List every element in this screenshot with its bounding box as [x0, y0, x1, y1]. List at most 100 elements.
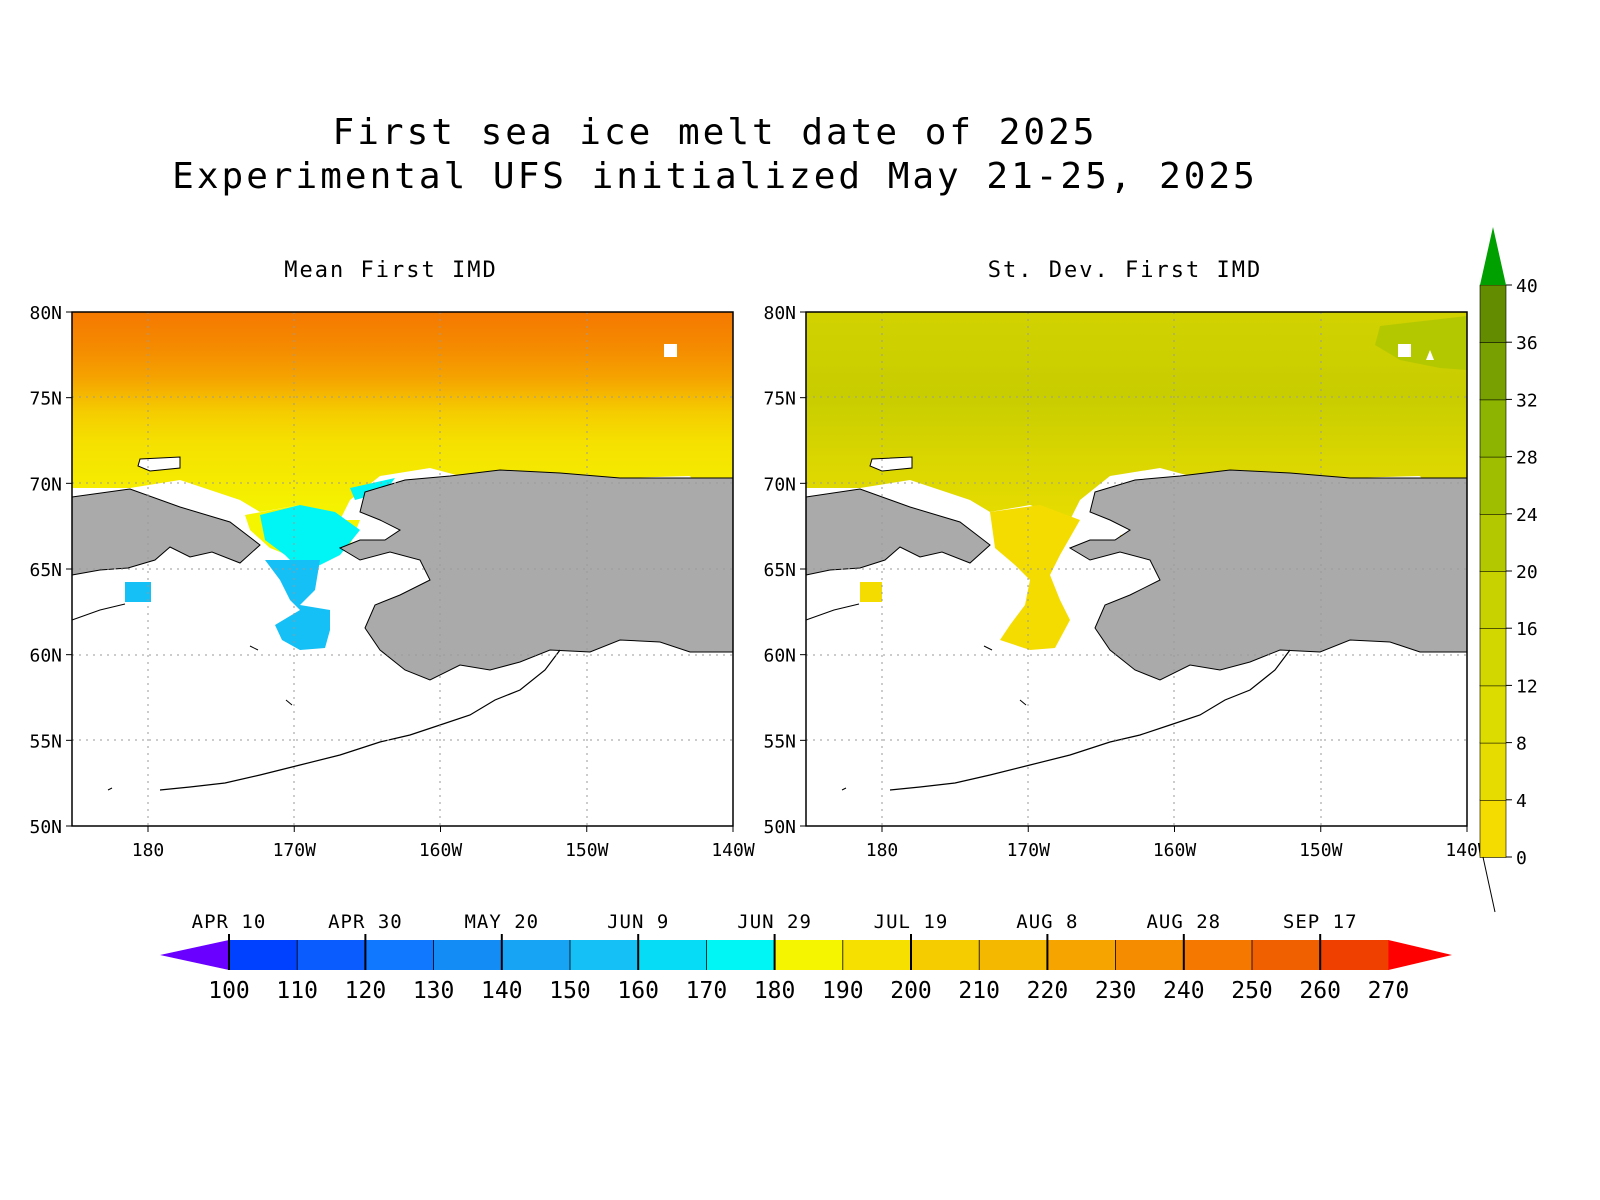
colorbar-value-label: 170: [686, 978, 728, 1004]
colorbar-date-label: APR 30: [328, 911, 403, 933]
lat-tick-label: 50N: [763, 817, 796, 838]
lat-tick-label: 60N: [29, 646, 62, 667]
colorbar-segment: [297, 940, 366, 970]
stdev-colorbar-label: 32: [1516, 390, 1538, 411]
mean-lat-axis: 80N 75N 70N 65N 60N 55N 50N: [29, 303, 72, 838]
colorbar-value-label: 100: [208, 978, 250, 1004]
colorbar-segment: [501, 940, 571, 970]
lon-tick-label: 150W: [1299, 840, 1343, 861]
mean-land: [71, 456, 734, 791]
stdev-grid: [806, 312, 1467, 826]
stdev-colorbar-label: 12: [1516, 676, 1538, 697]
colorbar-value-label: 270: [1368, 978, 1410, 1004]
colorbar-value-label: 140: [481, 978, 523, 1004]
stdev-colorbar: 0 4 8 12 16 20 24 28 32 36 40: [1479, 227, 1538, 869]
lon-tick-label: 140W: [711, 840, 755, 861]
lat-tick-label: 80N: [763, 303, 796, 324]
lat-tick-label: 55N: [29, 731, 62, 752]
stdev-colorbar-label: 20: [1516, 562, 1538, 583]
colorbar-value-label: 130: [413, 978, 455, 1004]
mean-lon-axis: 180 170W 160W 150W 140W: [132, 826, 755, 861]
colorbar-segment: [911, 940, 980, 970]
mean-grid: [72, 312, 733, 826]
stdev-colorbar-segment: [1479, 685, 1507, 744]
stdev-colorbar-leader: [1482, 856, 1496, 913]
colorbar-date-label: JUN 9: [607, 911, 669, 933]
colorbar-segment: [1183, 940, 1253, 970]
lon-tick-label: 170W: [273, 840, 317, 861]
lat-tick-label: 55N: [763, 731, 796, 752]
stdev-colorbar-top-arrow: [1480, 227, 1506, 285]
lat-tick-label: 60N: [763, 646, 796, 667]
lon-tick-label: 170W: [1007, 840, 1051, 861]
stdev-colorbar-segment: [1479, 284, 1507, 344]
panel-title-mean: Mean First IMD: [284, 258, 498, 283]
colorbar-date-label: AUG 8: [1016, 911, 1078, 933]
lat-tick-label: 75N: [29, 389, 62, 410]
lat-tick-label: 70N: [29, 474, 62, 495]
colorbar-value-label: 230: [1095, 978, 1137, 1004]
colorbar-value-label: 220: [1027, 978, 1069, 1004]
colorbar-segment: [365, 940, 435, 970]
colorbar-date-label: JUL 19: [874, 911, 949, 933]
stdev-colorbar-segment: [1479, 799, 1507, 858]
colorbar-segment: [979, 940, 1048, 970]
stdev-colorbar-segment: [1479, 399, 1507, 458]
colorbar-value-label: 180: [754, 978, 796, 1004]
stdev-colorbar-label: 16: [1516, 619, 1538, 640]
colorbar-segment: [1115, 940, 1185, 970]
stdev-colorbar-label: 36: [1516, 333, 1538, 354]
figure-title-line2: Experimental UFS initialized May 21-25, …: [172, 156, 1258, 197]
stdev-lat-axis: 80N 75N 70N 65N 60N 55N 50N: [763, 303, 806, 838]
stdev-colorbar-label: 40: [1516, 276, 1538, 297]
stdev-colorbar-label: 0: [1516, 848, 1527, 869]
panel-title-stdev: St. Dev. First IMD: [987, 258, 1263, 283]
colorbar-segment: [706, 940, 776, 970]
lat-tick-label: 50N: [29, 817, 62, 838]
stdev-colorbar-label: 4: [1516, 791, 1527, 812]
colorbar-left-arrow: [160, 940, 229, 970]
stdev-colorbar-segment: [1479, 513, 1507, 572]
colorbar-value-label: 240: [1163, 978, 1205, 1004]
colorbar-segment: [1252, 940, 1321, 970]
stdev-colorbar-label: 28: [1516, 448, 1538, 469]
colorbar-date-label: SEP 17: [1283, 911, 1358, 933]
colorbar-value-label: 260: [1299, 978, 1341, 1004]
lat-tick-label: 75N: [763, 389, 796, 410]
stdev-colorbar-segment: [1479, 341, 1507, 401]
colorbar-date-label: APR 10: [192, 911, 267, 933]
colorbar-segment: [1320, 940, 1389, 970]
colorbar-segment: [1047, 940, 1117, 970]
lat-tick-label: 80N: [29, 303, 62, 324]
lat-tick-label: 65N: [763, 560, 796, 581]
figure-title-line1: First sea ice melt date of 2025: [332, 112, 1098, 153]
lon-tick-label: 160W: [419, 840, 463, 861]
colorbar-segment: [433, 940, 503, 970]
lon-tick-label: 160W: [1153, 840, 1197, 861]
stdev-colorbar-label: 24: [1516, 505, 1538, 526]
colorbar-date-label: AUG 28: [1146, 911, 1221, 933]
colorbar-value-label: 150: [549, 978, 591, 1004]
lon-tick-label: 140W: [1445, 840, 1489, 861]
mean-map-panel: 80N 75N 70N 65N 60N 55N 50N 180 170W 160W 150W 140…: [29, 303, 754, 861]
lat-tick-label: 65N: [29, 560, 62, 581]
lon-tick-label: 180: [132, 840, 165, 861]
lon-tick-label: 150W: [565, 840, 609, 861]
colorbar-value-label: 160: [617, 978, 659, 1004]
lat-tick-label: 70N: [763, 474, 796, 495]
stdev-colorbar-label: 8: [1516, 734, 1527, 755]
colorbar-date-label: MAY 20: [464, 911, 539, 933]
colorbar-value-label: 210: [958, 978, 1000, 1004]
colorbar-segment: [570, 940, 639, 970]
stdev-colorbar-segment: [1479, 456, 1507, 515]
stdev-lon-axis: 180 170W 160W 150W 140W: [866, 826, 1489, 861]
stdev-field: [806, 312, 1467, 650]
stdev-land: [805, 456, 1468, 791]
colorbar-segment: [638, 940, 707, 970]
colorbar-value-label: 120: [345, 978, 387, 1004]
lon-tick-label: 180: [866, 840, 899, 861]
stdev-colorbar-segment: [1479, 570, 1507, 630]
colorbar-value-label: 110: [276, 978, 318, 1004]
colorbar-date-label: JUN 29: [737, 911, 812, 933]
